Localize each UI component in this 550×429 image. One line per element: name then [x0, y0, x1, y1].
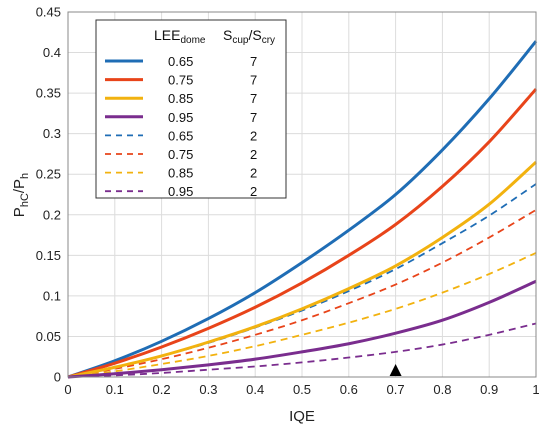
legend-ratio-value: 2 — [250, 147, 257, 162]
x-tick-label: 0.4 — [246, 382, 264, 397]
series-line-lee-075-ratio-7 — [67, 88, 538, 379]
legend-lee-value: 0.85 — [168, 166, 193, 181]
legend-box — [95, 19, 287, 199]
x-tick-labels: 0 0.1 0.2 0.3 0.4 0.5 0.6 0.7 0.8 0.9 1 — [64, 382, 539, 397]
x-tick-label: 0.9 — [480, 382, 498, 397]
y-tick-labels: 0 0.05 0.1 0.15 0.2 0.25 0.3 0.35 0.4 0.45 — [36, 5, 61, 385]
legend-ratio-value: 2 — [250, 184, 257, 199]
y-tick-label: 0.3 — [43, 126, 61, 141]
legend-header-lee: LEEdome — [154, 27, 206, 46]
legend-lee-value: 0.95 — [168, 184, 193, 199]
legend-lee-value: 0.65 — [168, 54, 193, 69]
legend-lee-value: 0.95 — [168, 110, 193, 125]
y-tick-label: 0.35 — [36, 86, 61, 101]
series-line-lee-085-ratio-2 — [67, 252, 537, 378]
legend-ratio-value: 7 — [250, 73, 257, 88]
y-tick-label: 0.1 — [43, 288, 61, 303]
x-tick-label: 0.3 — [199, 382, 217, 397]
legend-header-ratio: Scup/Scry — [223, 27, 275, 46]
y-tick-label: 0.15 — [36, 248, 61, 263]
series-line-lee-095-ratio-2 — [67, 322, 537, 378]
y-tick-label: 0.05 — [36, 329, 61, 344]
plot-frame — [67, 11, 537, 378]
x-tick-label: 0.7 — [387, 382, 405, 397]
legend-lee-value: 0.75 — [168, 73, 193, 88]
legend-ratio-value: 2 — [250, 166, 257, 181]
series-layer — [67, 40, 538, 379]
x-tick-label: 0.8 — [433, 382, 451, 397]
y-tick-label: 0.45 — [36, 5, 61, 20]
y-title-sub: hC — [19, 193, 31, 207]
x-tick-label: 0 — [64, 382, 71, 397]
y-axis-title: PhC/Ph — [11, 173, 31, 217]
x-tick-label: 0.5 — [293, 382, 311, 397]
series-line-lee-085-ratio-7 — [67, 160, 538, 379]
series-line-lee-065-ratio-7 — [67, 40, 538, 379]
y-tick-label: 0.4 — [43, 45, 61, 60]
x-tick-label: 0.2 — [153, 382, 171, 397]
series-line-lee-065-ratio-2 — [67, 183, 537, 378]
legend-ratio-value: 7 — [250, 91, 257, 106]
x-tick-label: 0.6 — [340, 382, 358, 397]
y-title-div-sub: h — [19, 173, 31, 179]
y-tick-label: 0.2 — [43, 207, 61, 222]
legend-lee-value: 0.75 — [168, 147, 193, 162]
iqe-marker-triangle — [389, 364, 402, 376]
y-tick-label: 0 — [54, 370, 61, 385]
legend-lee-value: 0.85 — [168, 91, 193, 106]
legend: LEEdome Scup/Scry 0.65 70.75 70.85 70.95 70.… — [95, 19, 287, 199]
legend-ratio-value: 7 — [250, 110, 257, 125]
legend-ratio-value: 2 — [250, 128, 257, 143]
y-title-div: /P — [11, 179, 28, 193]
x-tick-label: 1 — [532, 382, 539, 397]
legend-ratio-value: 7 — [250, 54, 257, 69]
legend-rows: 0.65 7 0.75 7 0.85 7 0.95 7 0.65 2 0.75 2 0.85 2 0.95 2 — [105, 54, 257, 199]
y-title-base: P — [11, 207, 28, 217]
x-axis-title: IQE — [289, 408, 315, 425]
x-tick-label: 0.1 — [106, 382, 124, 397]
series-line-lee-095-ratio-7 — [67, 279, 537, 379]
series-line-lee-075-ratio-2 — [67, 209, 537, 378]
y-tick-label: 0.25 — [36, 167, 61, 182]
legend-lee-value: 0.65 — [168, 128, 193, 143]
